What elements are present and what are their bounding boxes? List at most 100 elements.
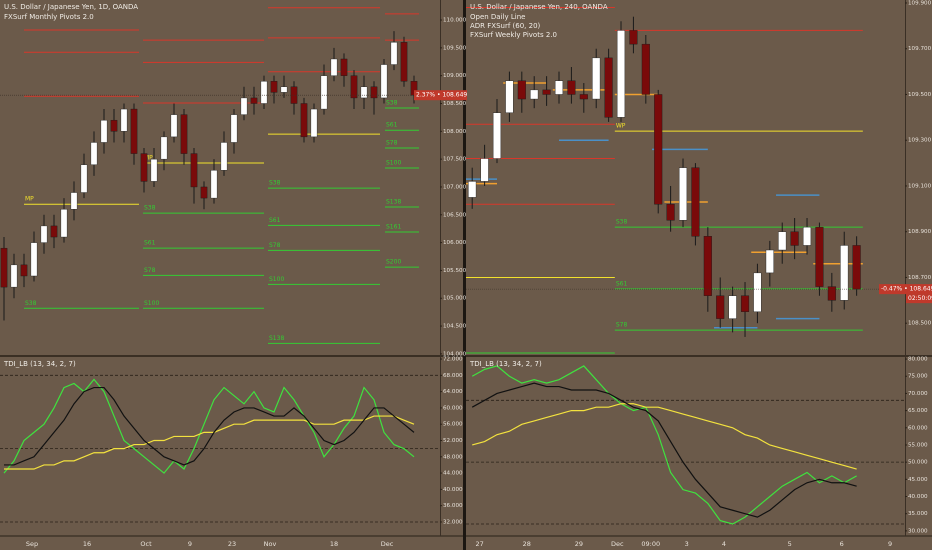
y-tick-label: 105.000 <box>443 296 467 302</box>
layout-separator <box>463 0 466 550</box>
candle-body <box>654 94 663 205</box>
pivot-label: S38 <box>269 180 281 187</box>
pivot-label: MP <box>25 196 34 203</box>
y-tick-label: 50.000 <box>908 460 928 466</box>
price-label-box <box>414 90 467 101</box>
candle-body <box>592 57 601 100</box>
indicator-line <box>4 386 415 466</box>
candle-body <box>728 295 737 319</box>
candle-body <box>716 295 725 319</box>
candle-body <box>260 81 268 104</box>
chart-subtitle: Open Daily Line <box>470 13 525 21</box>
indicator-line <box>472 403 857 470</box>
chart-subtitle: ADR FXSurf (60, 20) <box>470 22 541 30</box>
x-tick-label: 29 <box>575 540 583 548</box>
pivot-label: S100 <box>269 276 284 283</box>
candle-body <box>815 226 824 287</box>
y-tick-label: 72.000 <box>443 357 463 363</box>
y-tick-label: 107.000 <box>443 184 467 190</box>
candle-body <box>330 58 338 76</box>
candle-body <box>130 108 138 154</box>
indicator-line <box>471 382 857 518</box>
y-tick-label: 40.000 <box>443 487 463 493</box>
x-tick-label: 9 <box>188 540 192 548</box>
y-tick-label: 109.700 <box>908 46 932 52</box>
candle-body <box>270 81 278 93</box>
pivot-label: S61 <box>269 217 281 224</box>
y-tick-label: 108.700 <box>908 275 932 281</box>
chart-subtitle: FXSurf Weekly Pivots 2.0 <box>470 31 557 39</box>
candle-body <box>190 153 198 188</box>
y-tick-label: 60.000 <box>908 425 928 431</box>
x-tick-label: 27 <box>476 540 484 548</box>
pivot-label: S138 <box>269 335 284 342</box>
y-tick-label: 108.900 <box>908 229 932 235</box>
y-tick-label: 109.500 <box>443 45 467 51</box>
y-tick-label: 80.000 <box>908 357 928 363</box>
x-tick-label: 09:00 <box>641 540 660 548</box>
candle-body <box>517 80 526 100</box>
candle-body <box>753 272 762 312</box>
pivot-label: S38 <box>386 99 398 106</box>
y-tick-label: 65.000 <box>908 408 928 414</box>
candle-body <box>390 42 398 65</box>
y-tick-label: 68.000 <box>443 373 463 379</box>
y-tick-label: 48.000 <box>443 454 463 460</box>
candle-body <box>220 142 228 171</box>
y-tick-label: 109.100 <box>908 183 932 189</box>
y-tick-label: 75.000 <box>908 374 928 380</box>
chart-title: TDI_LB (13, 34, 2, 7) <box>469 360 542 368</box>
y-tick-label: 109.300 <box>908 138 932 144</box>
candle-body <box>765 249 774 274</box>
y-tick-label: 30.000 <box>908 528 928 534</box>
candle-body <box>616 30 626 118</box>
y-tick-label: 55.000 <box>908 442 928 448</box>
candle-body <box>160 136 168 160</box>
candle-body <box>380 64 388 99</box>
candle-body <box>80 164 88 193</box>
candle-body <box>150 158 158 182</box>
candle-body <box>360 86 368 99</box>
candle-body <box>480 158 489 182</box>
x-tick-label: 28 <box>523 540 531 548</box>
x-tick-label: 9 <box>888 540 892 548</box>
y-tick-label: 106.500 <box>443 212 467 218</box>
y-tick-label: 64.000 <box>443 389 463 395</box>
price-label: -0.47% • 108.649 <box>881 286 932 293</box>
candle-body <box>30 242 38 277</box>
chart-title: TDI_LB (13, 34, 2, 7) <box>3 360 76 368</box>
y-tick-label: 108.500 <box>443 101 467 107</box>
candle-body <box>542 89 551 95</box>
pivot-label: S161 <box>386 224 401 231</box>
candle-body <box>280 86 288 93</box>
x-tick-label: 4 <box>722 540 726 548</box>
y-tick-label: 45.000 <box>908 477 928 483</box>
pivot-label: MP <box>144 155 153 162</box>
pivot-label: S100 <box>144 300 159 307</box>
pivot-label: S78 <box>269 242 281 249</box>
candle-body <box>300 103 308 138</box>
candle-body <box>740 295 750 312</box>
candle-body <box>90 142 98 165</box>
candle-body <box>505 80 514 113</box>
x-tick-label: Dec <box>611 540 624 548</box>
pivot-label: WP <box>616 123 626 130</box>
candle-body <box>691 167 700 237</box>
candle-body <box>802 226 812 246</box>
candle-body <box>240 97 248 115</box>
pivot-label: S38 <box>616 219 628 226</box>
candle-body <box>641 43 650 95</box>
candle-body <box>140 153 148 182</box>
pivot-label: S61 <box>144 240 156 247</box>
y-tick-label: 44.000 <box>443 471 463 477</box>
candle-body <box>180 114 188 154</box>
y-tick-label: 108.500 <box>908 321 932 327</box>
y-tick-label: 40.000 <box>908 494 928 500</box>
y-tick-label: 104.500 <box>443 324 467 330</box>
candle-body <box>20 264 28 277</box>
pivot-label: S78 <box>144 267 156 274</box>
candle-body <box>0 247 8 288</box>
y-tick-label: 110.000 <box>443 18 467 24</box>
y-tick-label: 105.500 <box>443 268 467 274</box>
